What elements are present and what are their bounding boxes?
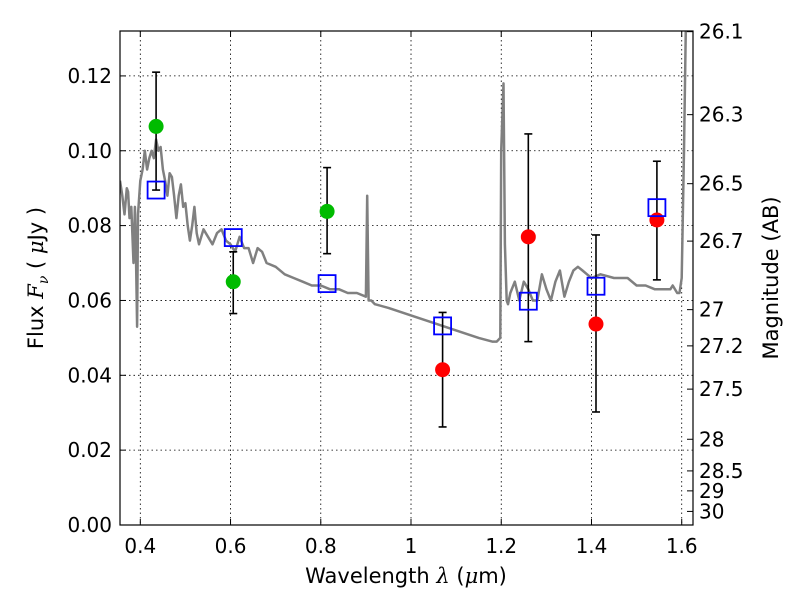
x-tick-label: 1.4 [576, 534, 608, 558]
x-tick-label: 0.6 [215, 534, 247, 558]
model-photometry-square [518, 291, 538, 311]
model-photometry-square [146, 180, 166, 200]
y-tick-label: 0.10 [67, 139, 112, 163]
x-tick-label: 0.8 [305, 534, 337, 558]
green-data-point [148, 118, 164, 134]
model-photometry-square [433, 316, 452, 336]
magnitude-tick-label: 28 [699, 427, 724, 451]
y-tick-label: 0.02 [67, 438, 112, 462]
x-tick-label: 1.2 [485, 534, 517, 558]
magnitude-tick-label: 28.5 [699, 459, 744, 483]
magnitude-tick-label: 29 [699, 479, 724, 503]
model-photometry-square [317, 274, 337, 294]
magnitude-tick-label: 30 [699, 499, 724, 523]
model-photometry-square [223, 228, 243, 247]
magnitude-tick-label: 26.1 [699, 20, 744, 44]
magnitude-axis-label: Magnitude (AB) [759, 196, 783, 359]
y-tick-label: 0.12 [67, 64, 112, 88]
x-axis-label: Wavelength λ (μm) [305, 564, 507, 588]
magnitude-tick-label: 27.5 [699, 377, 744, 401]
red-data-point [435, 362, 451, 378]
y-axis-label: Flux Fν ( μJy ) [24, 207, 52, 349]
x-axis-ticks: 0.4 0.6 0.8 1 1.2 1.4 1.6 [124, 31, 698, 558]
magnitude-tick-label: 26.5 [699, 172, 744, 196]
y-tick-label: 0.04 [67, 363, 112, 387]
magnitude-tick-label: 27 [699, 298, 724, 322]
x-tick-label: 1 [405, 534, 418, 558]
magnitude-tick-label: 27.2 [699, 334, 744, 358]
model-photometry-square [586, 276, 606, 296]
red-data-point [588, 316, 604, 332]
model-photometry-square [647, 198, 667, 218]
magnitude-tick-label: 26.7 [699, 229, 744, 253]
y-axis-ticks: 0.00 0.02 0.04 0.06 0.08 0.10 0.12 [67, 64, 126, 537]
red-data-point [649, 212, 665, 228]
y-tick-label: 0.00 [67, 513, 112, 537]
y-tick-label: 0.06 [67, 288, 112, 312]
green-data-point [319, 203, 335, 219]
markers-layer [146, 118, 667, 378]
red-data-point [520, 229, 536, 245]
x-tick-label: 0.4 [124, 534, 156, 558]
y-tick-label: 0.08 [67, 214, 112, 238]
plot-frame [119, 30, 694, 526]
green-data-point [225, 274, 241, 290]
magnitude-tick-label: 26.3 [699, 103, 744, 127]
x-tick-label: 1.6 [666, 534, 698, 558]
